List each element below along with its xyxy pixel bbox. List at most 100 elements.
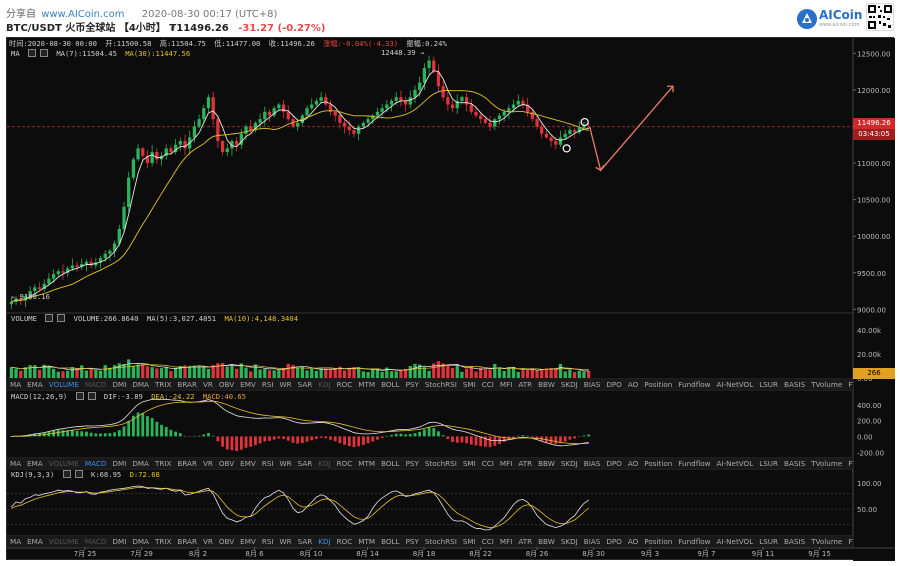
close-icon[interactable] xyxy=(57,314,66,322)
indicator-tab-kdj[interactable]: KDJ xyxy=(318,459,331,468)
indicator-tab-bias[interactable]: BIAS xyxy=(583,380,601,389)
indicator-tab-atr[interactable]: ATR xyxy=(518,380,533,389)
indicator-tab-smi[interactable]: SMI xyxy=(462,537,476,546)
indicator-tab-bias[interactable]: BIAS xyxy=(583,537,601,546)
indicator-tab-skdj[interactable]: SKDJ xyxy=(560,459,578,468)
indicator-tab-wr[interactable]: WR xyxy=(279,380,292,389)
indicator-tab-mfi[interactable]: MFI xyxy=(499,537,513,546)
indicator-tab-position[interactable]: Position xyxy=(644,537,673,546)
indicator-tab-basis[interactable]: BASIS xyxy=(784,380,806,389)
indicator-tabs-3[interactable]: MA EMA VOLUME MACD DMI DMA TRIX BRAR VR OBV EMV RSI… xyxy=(7,536,853,547)
indicator-tab-wr[interactable]: WR xyxy=(279,459,292,468)
indicator-tab-psy[interactable]: PSY xyxy=(405,537,419,546)
indicator-tab-lsur[interactable]: LSUR xyxy=(759,537,779,546)
indicator-tab-mtm[interactable]: MTM xyxy=(358,380,376,389)
indicator-tab-obv[interactable]: OBV xyxy=(218,537,235,546)
indicator-tab-tvolume[interactable]: TVolume xyxy=(811,380,843,389)
indicator-tab-rsi[interactable]: RSI xyxy=(261,459,274,468)
indicator-tab-stochrsi[interactable]: StochRSI xyxy=(424,537,457,546)
indicator-tab-dma[interactable]: DMA xyxy=(132,380,149,389)
indicator-tab-sar[interactable]: SAR xyxy=(297,537,313,546)
indicator-tab-basis[interactable]: BASIS xyxy=(784,459,806,468)
indicator-tab-fundflow[interactable]: Fundflow xyxy=(678,380,711,389)
indicator-tab-ftbs[interactable]: FTBS xyxy=(848,380,853,389)
indicator-tab-mtm[interactable]: MTM xyxy=(358,459,376,468)
indicator-tab-brar[interactable]: BRAR xyxy=(177,459,197,468)
indicator-tab-cci[interactable]: CCI xyxy=(481,459,494,468)
indicator-tab-trix[interactable]: TRIX xyxy=(154,459,172,468)
indicator-tab-boll[interactable]: BOLL xyxy=(381,380,400,389)
indicator-tab-bbw[interactable]: BBW xyxy=(538,459,555,468)
indicator-tab-emv[interactable]: EMV xyxy=(240,459,256,468)
indicator-tab-vr[interactable]: VR xyxy=(202,459,213,468)
indicator-tab-dmi[interactable]: DMI xyxy=(112,380,127,389)
indicator-tab-dma[interactable]: DMA xyxy=(132,459,149,468)
indicator-tab-ema[interactable]: EMA xyxy=(27,459,43,468)
indicator-tab-stochrsi[interactable]: StochRSI xyxy=(424,380,457,389)
indicator-tab-macd[interactable]: MACD xyxy=(84,459,107,468)
indicator-tab-mfi[interactable]: MFI xyxy=(499,459,513,468)
indicator-tab-mfi[interactable]: MFI xyxy=(499,380,513,389)
indicator-tab-trix[interactable]: TRIX xyxy=(154,537,172,546)
indicator-tab-ftbs[interactable]: FTBS xyxy=(848,537,853,546)
indicator-tab-boll[interactable]: BOLL xyxy=(381,537,400,546)
chart-frame[interactable]: 12500.0012000.0011500.0011000.0010500.00… xyxy=(6,37,895,561)
indicator-tab-roc[interactable]: ROC xyxy=(336,537,353,546)
indicator-tab-wr[interactable]: WR xyxy=(279,537,292,546)
indicator-tab-smi[interactable]: SMI xyxy=(462,459,476,468)
indicator-tab-mtm[interactable]: MTM xyxy=(358,537,376,546)
indicator-tab-ai-netvol[interactable]: AI-NetVOL xyxy=(716,380,754,389)
chart-canvas[interactable]: 12500.0012000.0011500.0011000.0010500.00… xyxy=(7,38,895,561)
site-link[interactable]: www.AICoin.com xyxy=(41,9,125,20)
indicator-tab-brar[interactable]: BRAR xyxy=(177,380,197,389)
indicator-tab-ma[interactable]: MA xyxy=(10,537,22,546)
indicator-tab-lsur[interactable]: LSUR xyxy=(759,380,779,389)
indicator-tab-bbw[interactable]: BBW xyxy=(538,537,555,546)
indicator-tab-bias[interactable]: BIAS xyxy=(583,459,601,468)
indicator-tab-fundflow[interactable]: Fundflow xyxy=(678,537,711,546)
indicator-tab-psy[interactable]: PSY xyxy=(405,459,419,468)
indicator-tab-sar[interactable]: SAR xyxy=(297,380,313,389)
indicator-tab-volume[interactable]: VOLUME xyxy=(48,537,79,546)
settings-icon[interactable] xyxy=(75,392,84,400)
indicator-tab-ma[interactable]: MA xyxy=(10,459,22,468)
indicator-tab-cci[interactable]: CCI xyxy=(481,537,494,546)
indicator-tab-position[interactable]: Position xyxy=(644,459,673,468)
settings-icon[interactable] xyxy=(62,470,71,478)
indicator-tab-roc[interactable]: ROC xyxy=(336,459,353,468)
indicator-tab-emv[interactable]: EMV xyxy=(240,380,256,389)
indicator-tab-dpo[interactable]: DPO xyxy=(606,537,622,546)
indicator-tab-vr[interactable]: VR xyxy=(202,537,213,546)
indicator-tab-ao[interactable]: AO xyxy=(627,537,639,546)
indicator-tab-ai-netvol[interactable]: AI-NetVOL xyxy=(716,459,754,468)
indicator-tab-psy[interactable]: PSY xyxy=(405,380,419,389)
indicator-tab-macd[interactable]: MACD xyxy=(84,380,107,389)
indicator-tab-rsi[interactable]: RSI xyxy=(261,537,274,546)
indicator-tab-tvolume[interactable]: TVolume xyxy=(811,459,843,468)
close-icon[interactable] xyxy=(74,470,83,478)
indicator-tab-emv[interactable]: EMV xyxy=(240,537,256,546)
indicator-tab-ftbs[interactable]: FTBS xyxy=(848,459,853,468)
indicator-tab-dmi[interactable]: DMI xyxy=(112,537,127,546)
indicator-tab-ema[interactable]: EMA xyxy=(27,380,43,389)
indicator-tab-bbw[interactable]: BBW xyxy=(538,380,555,389)
indicator-tab-trix[interactable]: TRIX xyxy=(154,380,172,389)
indicator-tab-atr[interactable]: ATR xyxy=(518,459,533,468)
indicator-tab-obv[interactable]: OBV xyxy=(218,380,235,389)
indicator-tab-volume[interactable]: VOLUME xyxy=(48,459,79,468)
indicator-tab-brar[interactable]: BRAR xyxy=(177,537,197,546)
indicator-tab-rsi[interactable]: RSI xyxy=(261,380,274,389)
indicator-tabs-1[interactable]: MA EMA VOLUME MACD DMI DMA TRIX BRAR VR OBV EMV RSI… xyxy=(7,379,853,390)
indicator-tab-ao[interactable]: AO xyxy=(627,459,639,468)
indicator-tab-boll[interactable]: BOLL xyxy=(381,459,400,468)
indicator-tab-basis[interactable]: BASIS xyxy=(784,537,806,546)
indicator-tab-skdj[interactable]: SKDJ xyxy=(560,537,578,546)
indicator-tab-macd[interactable]: MACD xyxy=(84,537,107,546)
indicator-tab-volume[interactable]: VOLUME xyxy=(48,380,79,389)
indicator-tab-fundflow[interactable]: Fundflow xyxy=(678,459,711,468)
indicator-tab-skdj[interactable]: SKDJ xyxy=(560,380,578,389)
close-icon[interactable] xyxy=(39,49,48,57)
indicator-tab-lsur[interactable]: LSUR xyxy=(759,459,779,468)
indicator-tab-dmi[interactable]: DMI xyxy=(112,459,127,468)
indicator-tab-ao[interactable]: AO xyxy=(627,380,639,389)
